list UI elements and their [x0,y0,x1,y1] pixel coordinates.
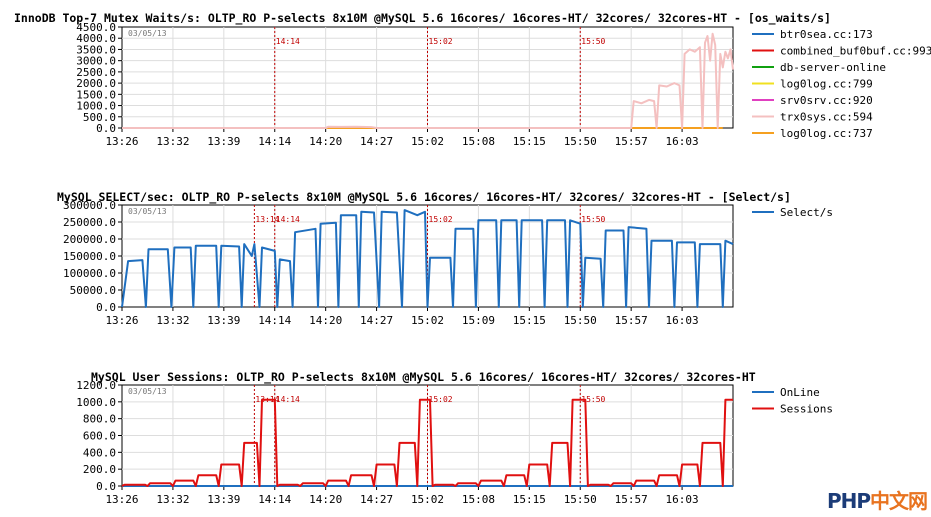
chart1-ytick-label: 1500.0 [76,88,116,101]
chart1-legend-label: btr0sea.cc:173 [780,28,873,41]
chart3-title: MySQL User Sessions: OLTP_RO P-selects 8… [91,370,756,385]
chart2-date-label: 03/05/13 [128,207,167,216]
chart3-ytick-label: 400.0 [83,446,116,459]
chart1-ytick-label: 3500.0 [76,43,116,56]
watermark-text-cn: 中文网 [870,489,928,513]
chart3-marker-label: 15:02 [429,395,453,404]
chart2-series-line-1 [121,209,734,308]
chart3-xtick-label: 15:15 [513,493,546,506]
chart1-marker-label: 15:02 [429,37,453,46]
chart1-xtick-label: 15:02 [411,135,444,148]
chart1-ytick-label: 2000.0 [76,77,116,90]
chart2-xtick-label: 15:57 [615,314,648,327]
chart3-ytick-label: 800.0 [83,413,116,426]
chart1-xtick-label: 16:03 [666,135,699,148]
chart1-legend-label: trx0sys.cc:594 [780,111,873,124]
chart2-xtick-label: 15:09 [462,314,495,327]
watermark-logo: PHP中文网 [826,485,928,514]
chart3-series-line-2 [121,398,733,487]
chart3-xtick-label: 13:32 [156,493,189,506]
chart3-xtick-label: 16:03 [666,493,699,506]
chart1-legend-label: db-server-online [780,61,886,74]
chart1-xtick-label: 14:20 [309,135,342,148]
chart3-legend-label: OnLine [780,386,820,399]
chart3-xtick-label: 14:14 [258,493,291,506]
chart1-series-line-2 [122,32,734,129]
chart3-xtick-label: 13:39 [207,493,240,506]
chart2-legend-label: Select/s [780,206,833,219]
chart3-xtick-label: 14:20 [309,493,342,506]
chart1-xtick-label: 13:32 [156,135,189,148]
chart3-xtick-label: 15:57 [615,493,648,506]
chart1-xtick-label: 14:27 [360,135,393,148]
chart3-xtick-label: 13:26 [105,493,138,506]
watermark-text-php: PHP [826,489,871,513]
chart1-legend-label: srv0srv.cc:920 [780,94,873,107]
chart1-ytick-label: 0.0 [96,122,116,135]
chart1-xtick-label: 13:39 [207,135,240,148]
chart1-legend-label: log0log.cc:799 [780,78,873,91]
chart3-ytick-label: 0.0 [96,480,116,493]
chart1-title: InnoDB Top-7 Mutex Waits/s: OLTP_RO P-se… [14,11,831,26]
chart1-ytick-label: 4500.0 [76,21,116,34]
chart1-legend-label: log0log.cc:737 [780,127,873,140]
chart3-xtick-label: 15:02 [411,493,444,506]
chart2-xtick-label: 13:32 [156,314,189,327]
chart2-xtick-label: 16:03 [666,314,699,327]
chart3-xtick-label: 15:50 [564,493,597,506]
chart2-xtick-label: 15:15 [513,314,546,327]
chart2-xtick-label: 15:02 [411,314,444,327]
chart2-ytick-label: 200000.0 [63,233,116,246]
chart1-xtick-label: 15:57 [615,135,648,148]
chart2-xtick-label: 14:14 [258,314,291,327]
chart2-marker-label: 15:50 [581,215,605,224]
chart3-legend-label: Sessions [780,403,833,416]
chart2-marker-label: 14:14 [276,215,300,224]
chart2-xtick-label: 13:26 [105,314,138,327]
chart1-ytick-label: 500.0 [83,111,116,124]
chart3-marker-label: 14:14 [276,395,300,404]
chart2-xtick-label: 13:39 [207,314,240,327]
chart2-ytick-label: 300000.0 [63,199,116,212]
chart1-ytick-label: 2500.0 [76,66,116,79]
chart2-ytick-label: 250000.0 [63,216,116,229]
chart2-title: MySQL SELECT/sec: OLTP_RO P-selects 8x10… [57,190,791,205]
chart3-xtick-label: 15:08 [462,493,495,506]
chart2-xtick-label: 15:50 [564,314,597,327]
chart2-ytick-label: 100000.0 [63,267,116,280]
chart2-marker-label: 13:14 [255,215,279,224]
chart3-ytick-label: 1200.0 [76,379,116,392]
chart1-xtick-label: 15:08 [462,135,495,148]
chart3-marker-label: 15:50 [581,395,605,404]
chart1-xtick-label: 15:15 [513,135,546,148]
chart1-marker-label: 14:14 [276,37,300,46]
chart1-ytick-label: 1000.0 [76,100,116,113]
chart3-ytick-label: 600.0 [83,430,116,443]
chart1-marker-label: 15:50 [581,37,605,46]
chart3-date-label: 03/05/13 [128,387,167,396]
chart2-xtick-label: 14:20 [309,314,342,327]
chart3-ytick-label: 1000.0 [76,396,116,409]
chart1-xtick-label: 14:14 [258,135,291,148]
chart3-xtick-label: 14:27 [360,493,393,506]
chart1-date-label: 03/05/13 [128,29,167,38]
chart1-xtick-label: 15:50 [564,135,597,148]
chart2-ytick-label: 0.0 [96,301,116,314]
chart1-legend-label: combined_buf0buf.cc:993 [780,45,931,58]
chart1-xtick-label: 13:26 [105,135,138,148]
chart2-ytick-label: 150000.0 [63,250,116,263]
chart1-ytick-label: 4000.0 [76,32,116,45]
chart2-marker-label: 15:02 [429,215,453,224]
chart3-ytick-label: 200.0 [83,463,116,476]
chart2-xtick-label: 14:27 [360,314,393,327]
chart1-ytick-label: 3000.0 [76,55,116,68]
chart2-ytick-label: 50000.0 [70,284,116,297]
